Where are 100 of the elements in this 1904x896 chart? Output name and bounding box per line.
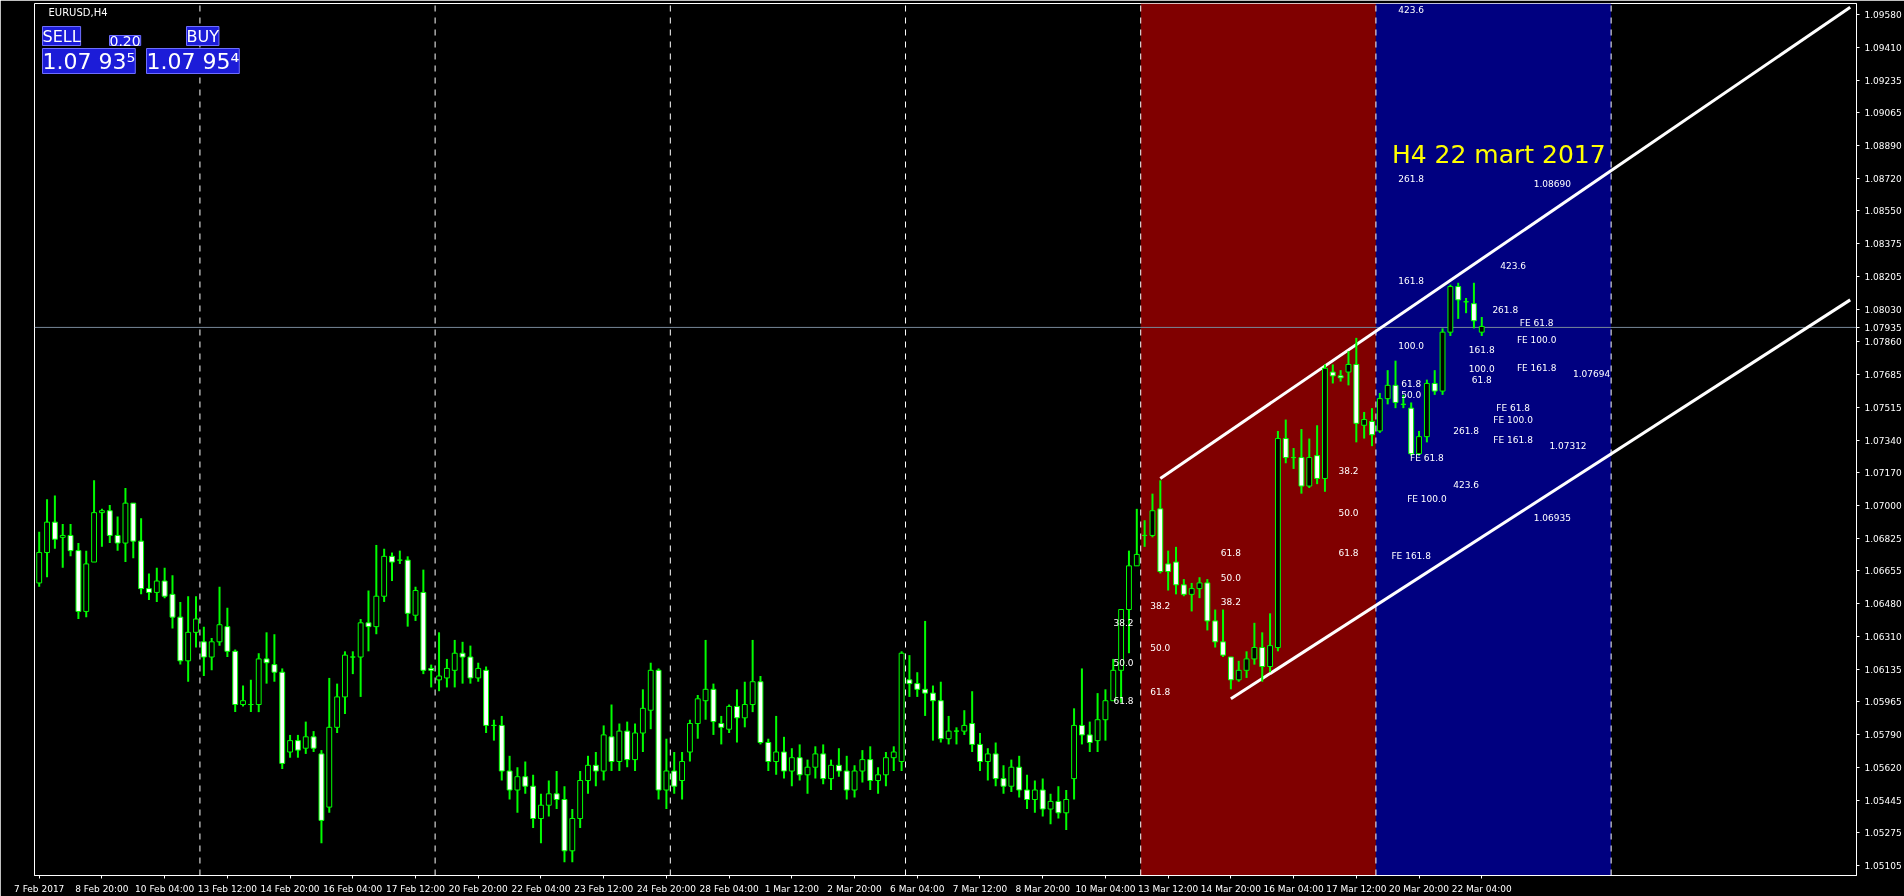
x-tick-label: 7 Mar 12:00: [952, 883, 1008, 894]
annotation: 38.2: [1220, 597, 1241, 608]
candlestick: [1478, 315, 1485, 337]
candlestick: [271, 633, 278, 683]
candlestick: [193, 595, 199, 649]
annotation: 161.8: [1398, 276, 1425, 287]
candlestick: [1173, 545, 1179, 596]
y-tick-label: 1.07000: [1864, 500, 1902, 511]
y-tick-label: 1.09410: [1864, 42, 1902, 53]
candlestick: [1063, 789, 1070, 831]
annotation: FE 161.8: [1391, 551, 1432, 562]
y-tick-label: 1.07515: [1864, 402, 1902, 413]
x-tick-label: 22 Mar 04:00: [1451, 883, 1513, 894]
x-tick-label: 6 Mar 04:00: [890, 883, 945, 894]
x-tick-label: 17 Mar 12:00: [1326, 883, 1387, 894]
candlestick: [734, 688, 740, 744]
y-tick-label: 1.05965: [1864, 697, 1902, 708]
candlestick: [1165, 549, 1172, 592]
annotation: 423.6: [1453, 479, 1480, 490]
annotation: 423.6: [1500, 261, 1527, 272]
candlestick: [781, 735, 787, 780]
x-tick-label: 14 Feb 20:00: [260, 883, 320, 894]
candlestick: [1086, 720, 1093, 754]
annotation: 423.6: [1398, 4, 1425, 15]
candlestick: [1243, 650, 1250, 679]
y-tick-label: 1.09065: [1864, 108, 1902, 119]
annotation: FE 61.8: [1409, 452, 1445, 463]
candlestick: [773, 714, 780, 776]
x-tick-label: 13 Mar 12:00: [1138, 883, 1199, 894]
annotation: 161.8: [1468, 344, 1495, 355]
annotation: 1.07 93⁵: [42, 48, 136, 74]
y-tick-label: 1.08890: [1864, 141, 1902, 152]
candlestick: [890, 745, 897, 773]
candlestick: [1024, 773, 1030, 811]
candlestick: [1361, 410, 1368, 440]
candlestick: [1251, 621, 1258, 666]
x-tick-label: 10 Mar 04:00: [1075, 883, 1136, 894]
x-tick-label: 7 Feb 2017: [14, 883, 65, 894]
annotation: 50.0: [1220, 572, 1242, 583]
y-tick-label: 1.05275: [1864, 828, 1902, 839]
x-tick-label: 2 Mar 20:00: [827, 883, 883, 894]
x-tick-label: 13 Feb 12:00: [197, 883, 258, 894]
candlestick: [930, 684, 936, 742]
annotation: 50.0: [1150, 643, 1171, 654]
candlestick: [1031, 779, 1038, 814]
candlestick: [585, 754, 591, 795]
candlestick: [882, 751, 889, 788]
annotation: 261.8: [1492, 304, 1519, 315]
ref-line-label: 1.07935: [1864, 322, 1902, 333]
annotation: 1.08690: [1533, 179, 1572, 190]
y-tick-label: 1.05445: [1864, 795, 1902, 806]
candlestick: [538, 792, 544, 845]
x-tick-label: 16 Feb 04:00: [323, 883, 383, 894]
candlestick: [1016, 754, 1023, 799]
candlestick: [1314, 424, 1321, 486]
candlestick: [788, 747, 795, 788]
annotation: BUY: [186, 26, 220, 46]
candlestick: [1102, 688, 1109, 742]
chart-title: EURUSD,H4: [48, 6, 108, 18]
candlestick: [1212, 608, 1219, 649]
candlestick: [287, 733, 294, 759]
x-tick-label: 20 Mar 20:00: [1388, 883, 1450, 894]
annotation: FE 61.8: [1496, 403, 1531, 414]
candlestick: [467, 644, 474, 685]
y-tick-label: 1.06310: [1864, 631, 1902, 642]
candlestick: [475, 661, 482, 683]
annotation: 61.8: [1113, 696, 1134, 707]
y-tick-label: 1.09235: [1864, 75, 1902, 86]
x-tick-label: 10 Feb 04:00: [135, 883, 195, 894]
x-tick-label: 8 Mar 20:00: [1015, 883, 1071, 894]
candlestick: [718, 714, 725, 746]
candlestick: [436, 631, 442, 693]
candlestick: [835, 747, 842, 778]
candlestick: [875, 766, 882, 795]
text: H4 22 mart 2017: [1391, 139, 1606, 169]
candlestick: [545, 779, 552, 818]
y-tick-label: 1.06655: [1864, 566, 1902, 577]
y-tick-label: 1.08030: [1864, 304, 1902, 315]
candlestick: [1329, 363, 1336, 385]
candlestick: [859, 749, 866, 784]
candlestick: [240, 684, 246, 708]
x-tick-label: 16 Mar 04:00: [1263, 883, 1324, 894]
candlestick: [51, 494, 58, 550]
candlestick: [961, 709, 968, 736]
candlestick: [922, 619, 929, 717]
candlestick: [984, 747, 991, 782]
annotation: 61.8: [1220, 548, 1242, 559]
candlestick: [302, 720, 309, 755]
candlestick: [389, 551, 395, 583]
annotation: 100.0: [1468, 363, 1495, 374]
y-tick-label: 1.08375: [1864, 239, 1902, 250]
candlestick: [1227, 656, 1234, 691]
annotation: FE 61.8: [1519, 317, 1554, 328]
annotation: 61.8: [1471, 375, 1493, 386]
candlestick: [1133, 507, 1140, 567]
candlestick: [349, 650, 356, 676]
candlestick: [977, 732, 983, 773]
x-tick-label: 28 Feb 04:00: [699, 883, 759, 894]
y-tick-label: 1.07170: [1864, 468, 1902, 479]
annotation: 261.8: [1398, 173, 1425, 184]
